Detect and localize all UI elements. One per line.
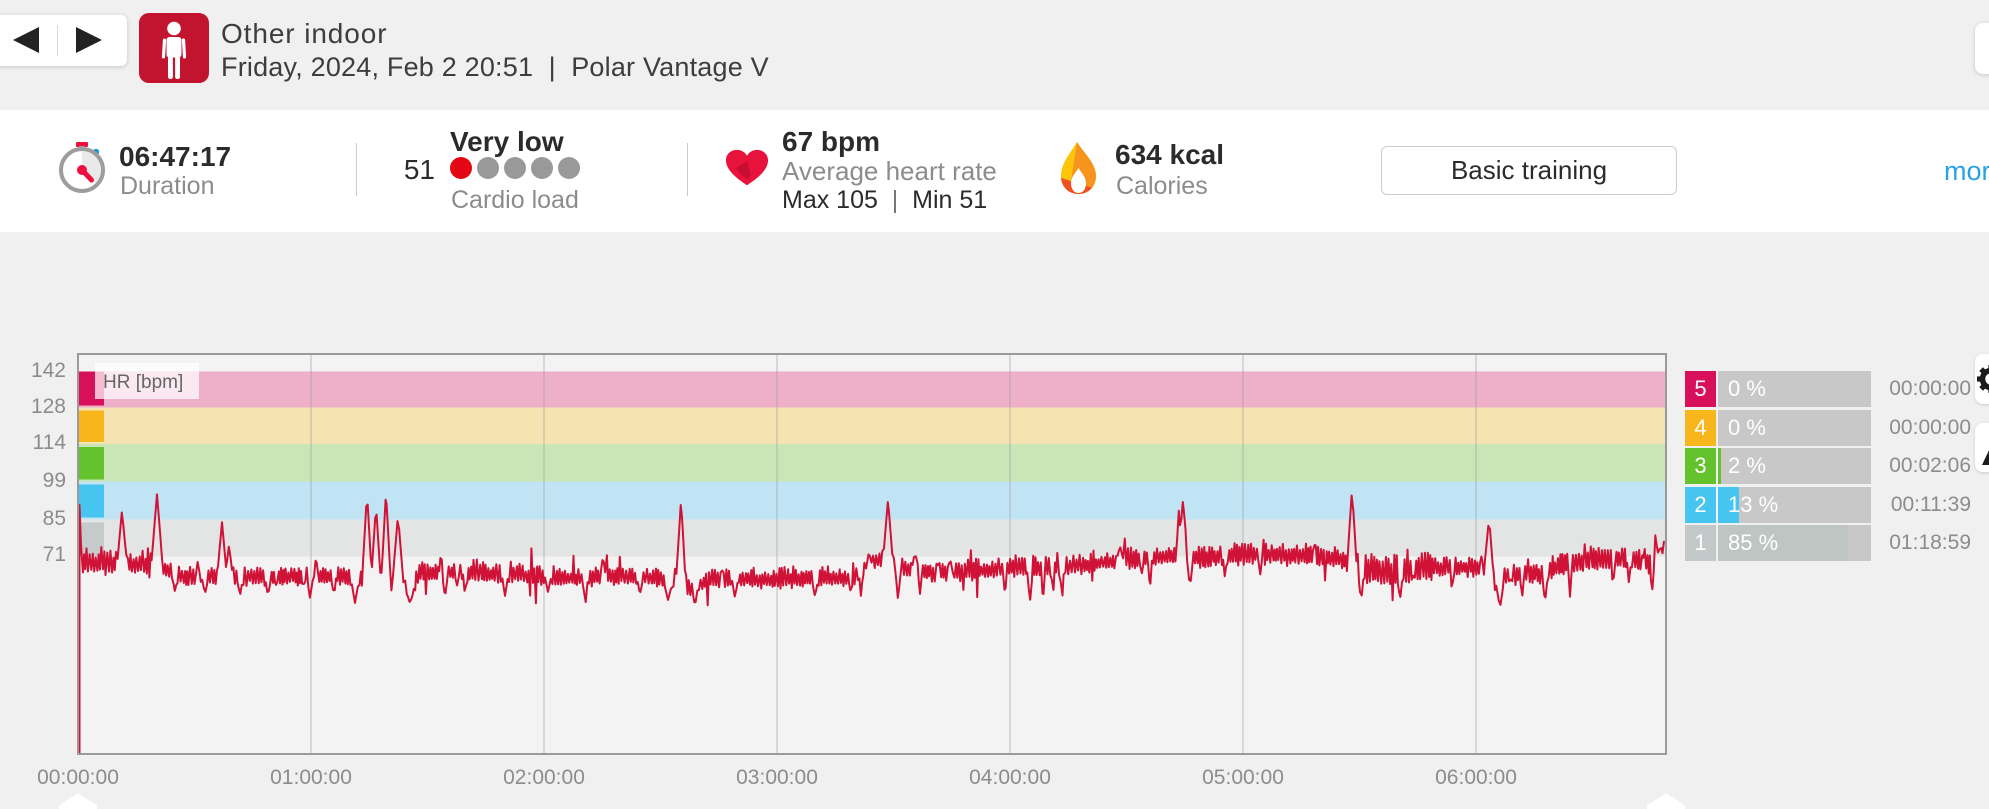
svg-text:HR [bpm]: HR [bpm] (103, 372, 183, 393)
